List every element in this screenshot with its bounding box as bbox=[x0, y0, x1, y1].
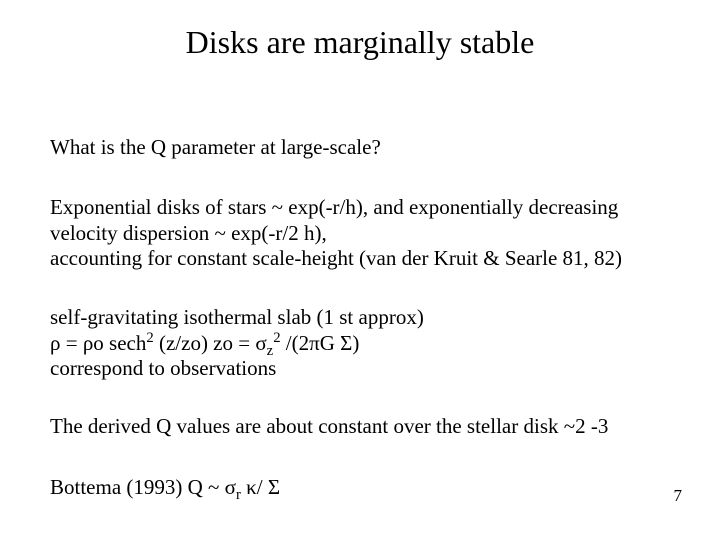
paragraph-bottema: Bottema (1993) Q ~ σr κ/ Σ bbox=[50, 475, 690, 501]
superscript: 2 bbox=[146, 330, 153, 346]
paragraph-q-values: The derived Q values are about constant … bbox=[50, 414, 690, 440]
page-number: 7 bbox=[674, 486, 683, 506]
paragraph-q-parameter: What is the Q parameter at large-scale? bbox=[50, 135, 690, 161]
text-line: velocity dispersion ~ exp(-r/2 h), bbox=[50, 221, 327, 245]
paragraph-exponential-disks: Exponential disks of stars ~ exp(-r/h), … bbox=[50, 195, 690, 272]
text-fragment: κ/ Σ bbox=[241, 475, 280, 499]
slide-title: Disks are marginally stable bbox=[0, 24, 720, 61]
text-fragment: Bottema (1993) Q ~ σ bbox=[50, 475, 236, 499]
superscript: 2 bbox=[273, 330, 280, 346]
slide: Disks are marginally stable What is the … bbox=[0, 0, 720, 540]
text-line: correspond to observations bbox=[50, 356, 276, 380]
text-fragment: ρ = ρo sech bbox=[50, 331, 146, 355]
text-line: self-gravitating isothermal slab (1 st a… bbox=[50, 305, 424, 329]
text-fragment: /(2πG Σ) bbox=[281, 331, 360, 355]
text-line: accounting for constant scale-height (va… bbox=[50, 246, 622, 270]
text-line: Exponential disks of stars ~ exp(-r/h), … bbox=[50, 195, 618, 219]
text-fragment: (z/zo) zo = σ bbox=[154, 331, 267, 355]
paragraph-isothermal-slab: self-gravitating isothermal slab (1 st a… bbox=[50, 305, 690, 382]
